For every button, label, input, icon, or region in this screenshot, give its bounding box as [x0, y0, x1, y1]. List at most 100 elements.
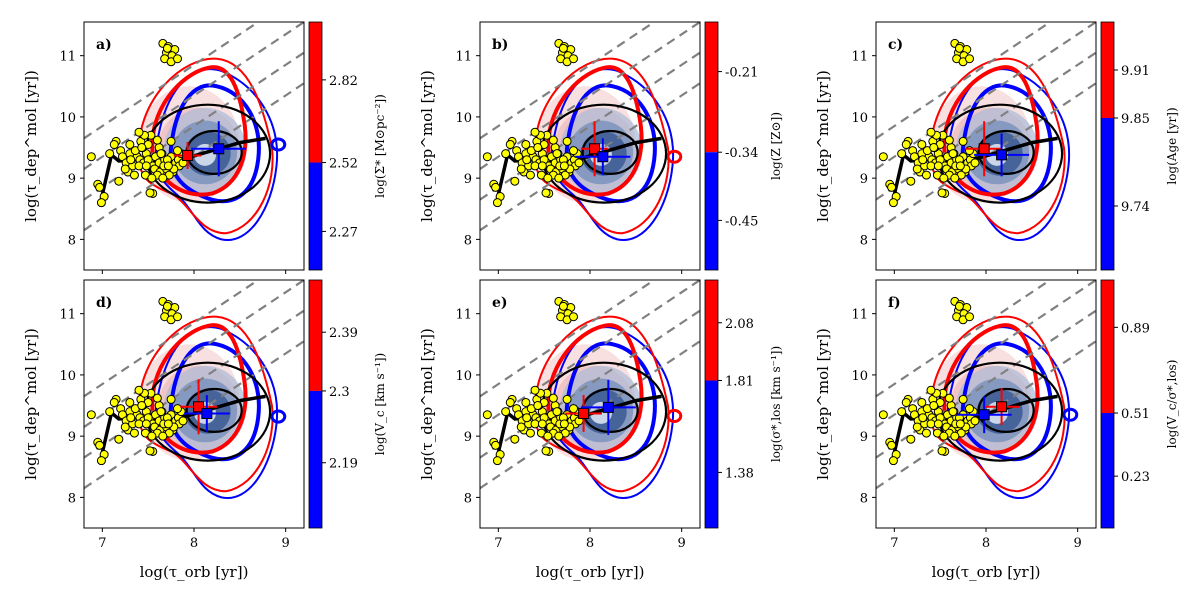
- colorbar-red: [1101, 22, 1114, 118]
- red-contour: [546, 65, 644, 197]
- data-point: [917, 397, 927, 407]
- x-tick-label: 9: [1074, 536, 1082, 551]
- data-point: [965, 404, 974, 414]
- data-point: [163, 161, 173, 171]
- data-point: [937, 188, 947, 198]
- y-tick-label: 9: [860, 430, 868, 445]
- colorbar-label: log(σ*,los [km s⁻¹]): [769, 346, 783, 462]
- y-tick-label: 9: [68, 172, 76, 187]
- colorbar-frame: [704, 279, 719, 529]
- panel-label: f): [888, 295, 901, 311]
- colorbar-frame: [308, 279, 323, 529]
- data-point: [965, 312, 974, 322]
- plot-area: [876, 22, 1096, 242]
- y-tick-label: 8: [860, 491, 868, 506]
- data-point: [173, 404, 182, 414]
- data-point: [926, 161, 936, 171]
- data-point: [134, 161, 144, 171]
- data-point: [105, 407, 115, 417]
- x-tick-label: 8: [586, 536, 594, 551]
- y-tick-label: 10: [455, 369, 472, 384]
- data-point: [921, 170, 931, 180]
- y-axis-label: log(τ_dep^mol [yr]): [418, 328, 436, 480]
- colorbar-blue: [309, 390, 322, 528]
- y-tick-label: 11: [455, 50, 472, 65]
- data-point: [926, 127, 936, 137]
- panel-label: e): [492, 295, 508, 311]
- data-point: [955, 419, 965, 429]
- data-point: [525, 428, 535, 438]
- isolated-contour: [666, 408, 683, 423]
- colorbar-tick-label: 2.08: [725, 317, 754, 332]
- isolated-contour: [666, 149, 683, 164]
- data-point: [933, 419, 943, 429]
- colorbar-tick-label: 1.81: [725, 374, 754, 389]
- colorbar-tick-label: 0.51: [1121, 407, 1150, 422]
- x-tick-label: 7: [494, 536, 502, 551]
- data-point: [95, 182, 105, 192]
- panel-f: 7 8 9 8 9 10 11 f) 0.89 0.51 0.23 log(V_c/σ*,los): [851, 279, 1179, 551]
- data-point: [537, 419, 547, 429]
- x-tick-label: 8: [982, 536, 990, 551]
- data-point: [166, 394, 176, 404]
- panel-label: b): [492, 37, 508, 53]
- data-point: [505, 397, 515, 407]
- blue-marker: [201, 407, 213, 419]
- data-point: [166, 136, 176, 146]
- data-point: [933, 161, 943, 171]
- data-point: [954, 43, 964, 53]
- red-contour: [942, 323, 1040, 455]
- data-point: [543, 173, 553, 183]
- colorbar-red: [309, 22, 322, 163]
- data-point: [970, 158, 980, 168]
- colorbar-blue: [705, 380, 718, 528]
- blue-marker: [602, 401, 614, 413]
- data-point: [569, 146, 578, 156]
- data-point: [134, 127, 144, 137]
- data-point: [492, 456, 502, 466]
- data-point: [543, 431, 553, 441]
- y-axis-label: log(τ_dep^mol [yr]): [418, 70, 436, 222]
- panel-label: c): [888, 37, 903, 53]
- data-point: [944, 135, 954, 145]
- data-point: [141, 161, 151, 171]
- data-point: [948, 407, 958, 417]
- data-point: [906, 434, 916, 444]
- data-point: [109, 397, 119, 407]
- data-point: [510, 176, 520, 186]
- data-point: [129, 170, 139, 180]
- data-point: [530, 385, 540, 395]
- data-point: [897, 149, 907, 159]
- data-point: [554, 173, 564, 183]
- data-point: [541, 446, 551, 456]
- colorbar-tick-label: 2.52: [329, 157, 358, 172]
- data-point: [955, 161, 965, 171]
- y-tick-label: 8: [68, 233, 76, 248]
- data-point: [173, 54, 182, 64]
- data-point: [530, 161, 540, 171]
- data-point: [926, 385, 936, 395]
- data-point: [530, 127, 540, 137]
- plot-area: [480, 280, 700, 500]
- red-marker: [182, 149, 194, 161]
- y-tick-label: 10: [851, 111, 868, 126]
- data-point: [491, 440, 501, 450]
- y-tick-label: 8: [68, 491, 76, 506]
- data-point: [114, 434, 124, 444]
- isolated-contour: [270, 137, 287, 152]
- y-tick-label: 10: [851, 369, 868, 384]
- data-point: [939, 431, 949, 441]
- data-point: [163, 419, 173, 429]
- data-point: [958, 394, 968, 404]
- red-contour: [150, 65, 248, 197]
- data-point: [178, 416, 188, 426]
- data-point: [516, 164, 526, 174]
- red-contour: [942, 65, 1040, 197]
- data-point: [569, 312, 578, 322]
- colorbar-frame: [704, 21, 719, 271]
- colorbar-red: [309, 280, 322, 391]
- data-point: [96, 198, 106, 208]
- data-point: [86, 152, 96, 162]
- data-point: [537, 161, 547, 171]
- data-point: [95, 440, 105, 450]
